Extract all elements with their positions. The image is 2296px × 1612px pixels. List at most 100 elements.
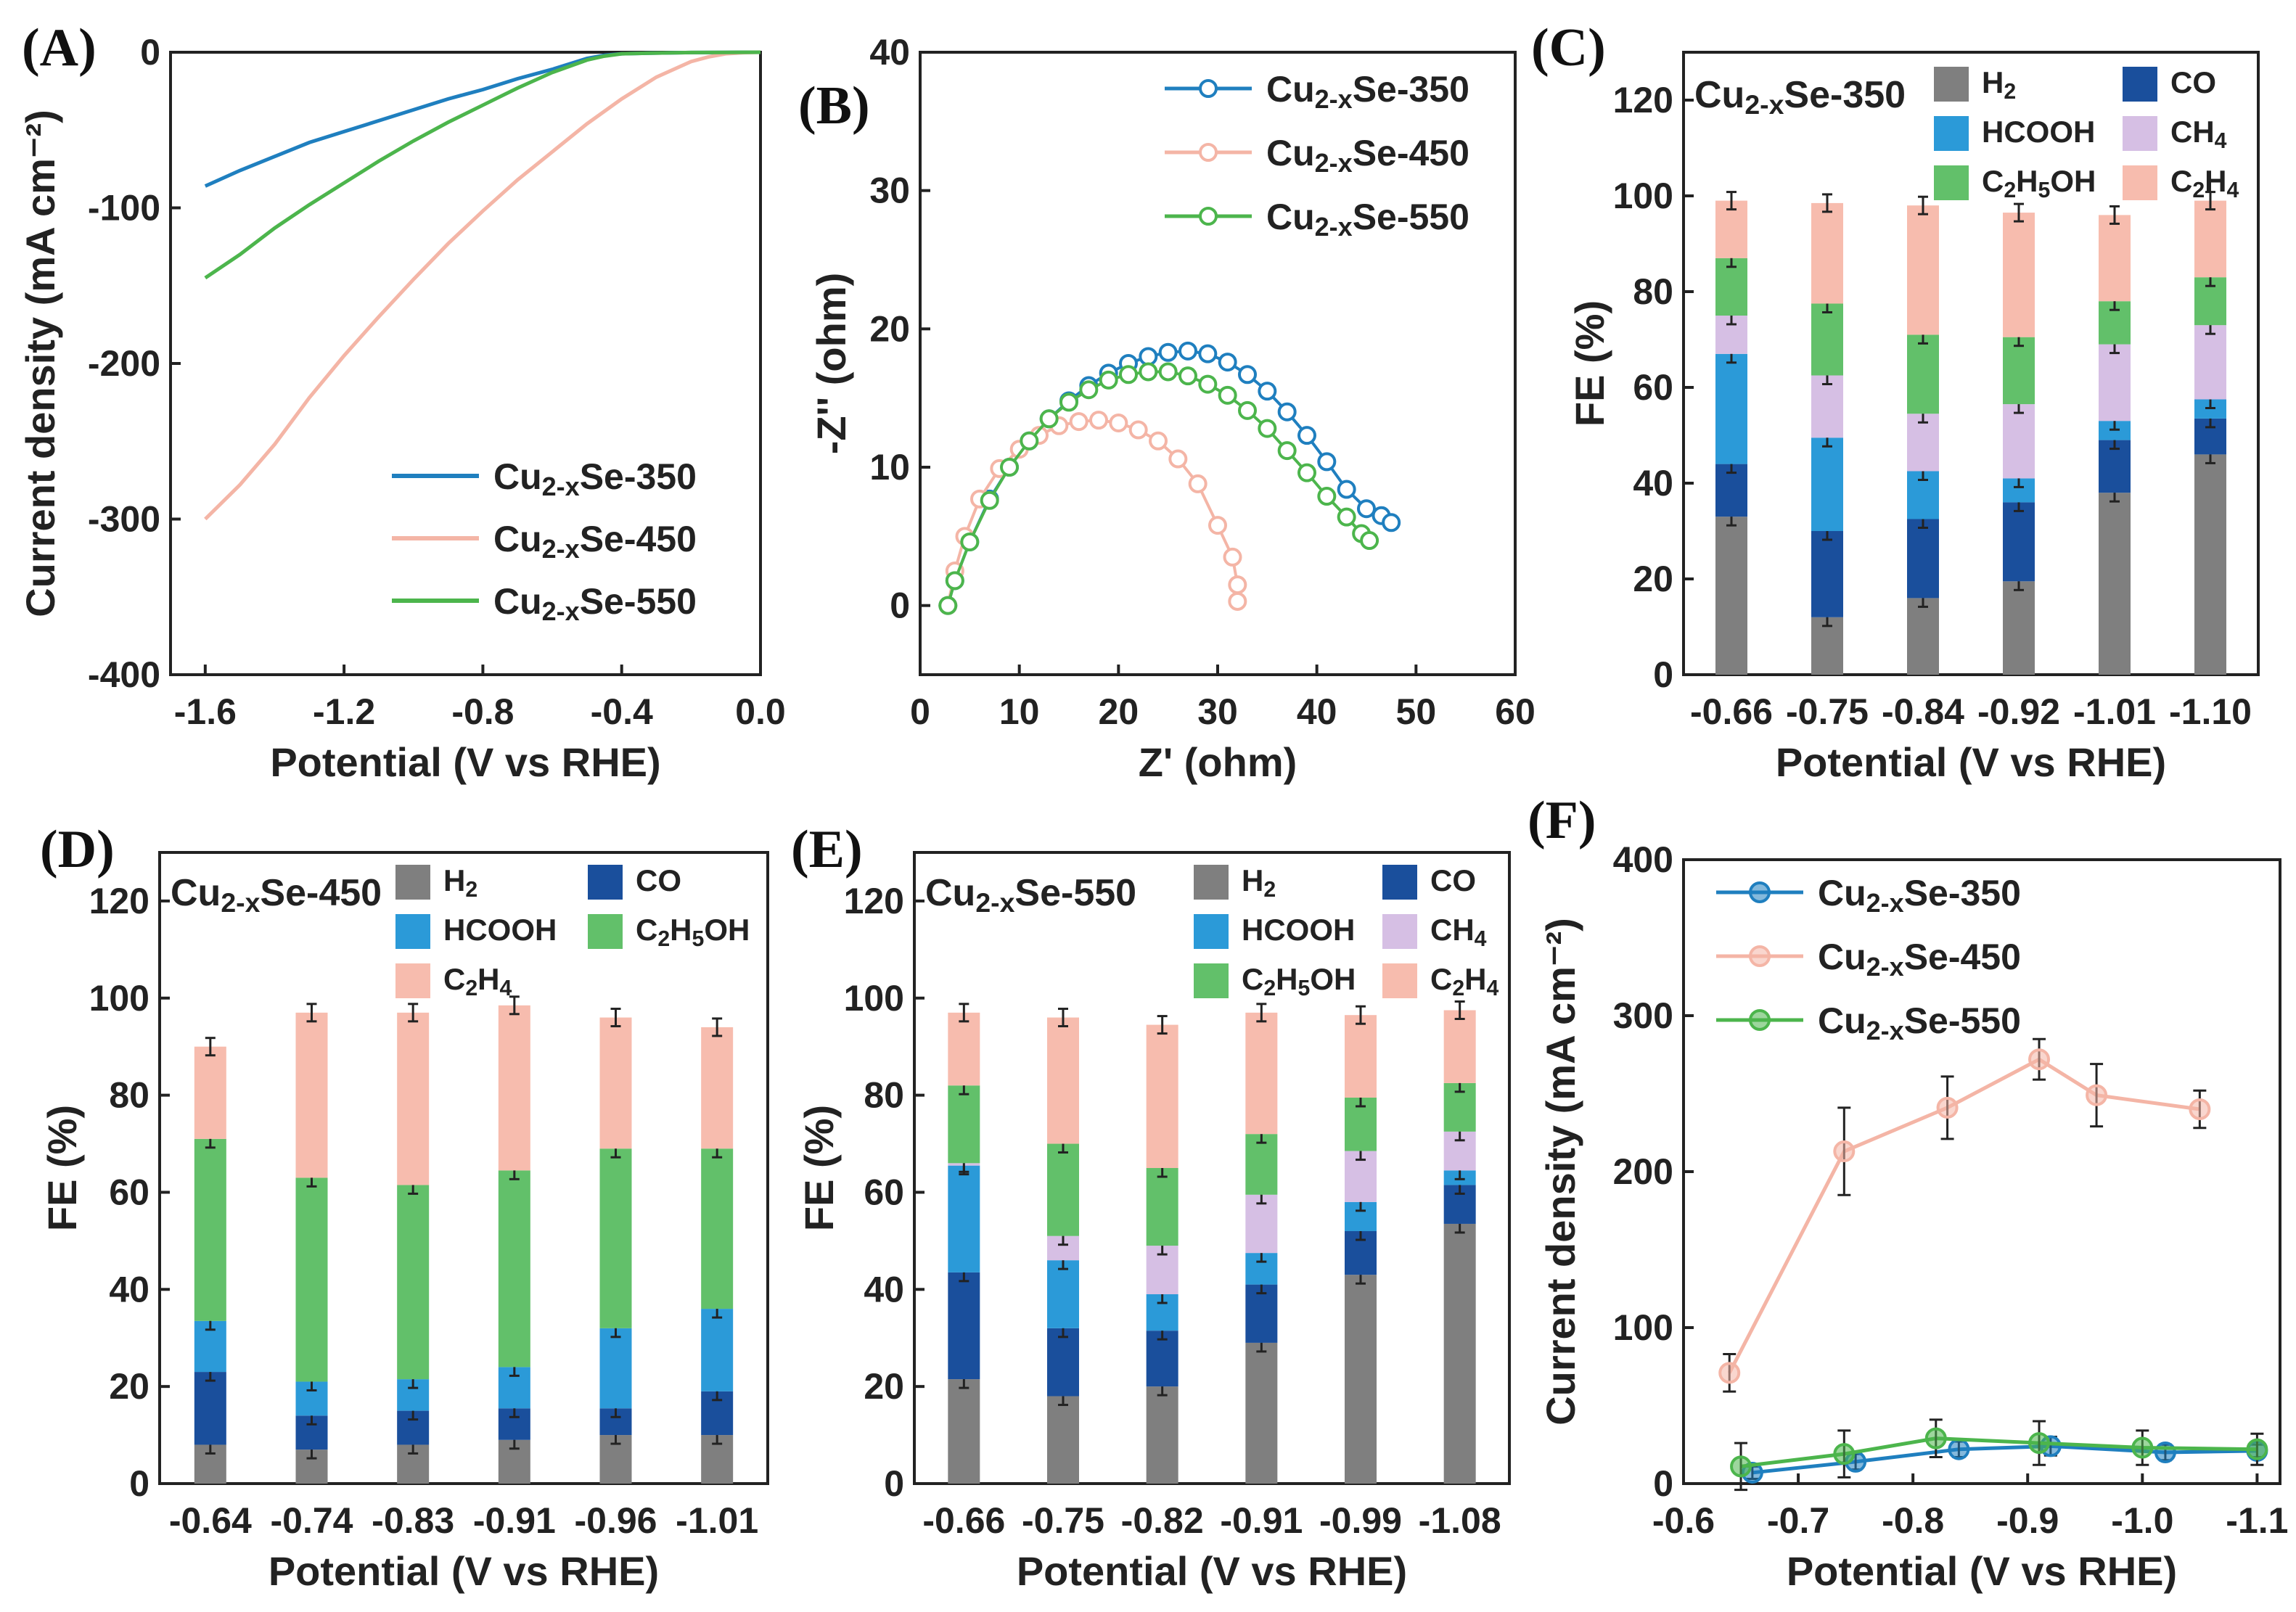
data-point-s550 (1198, 374, 1218, 394)
y-tick-label: 0 (140, 32, 160, 73)
data-point-s550 (1099, 370, 1118, 390)
y-tick-label: 100 (89, 978, 149, 1019)
label-part: 2 (1263, 878, 1276, 902)
legend-label-CO: CO (1430, 863, 1476, 897)
legend-swatch-CO (2123, 67, 2157, 102)
label-part: C (636, 913, 657, 947)
legend-swatch-C2H4 (2123, 165, 2157, 200)
x-tick-label: -0.64 (169, 1500, 252, 1541)
legend-swatch-HCOOH (1194, 914, 1229, 949)
legend-swatch-HCOOH (395, 914, 430, 949)
bar-segment-C2H4 (1811, 202, 1843, 304)
bar-segment-C2H4 (1146, 1024, 1178, 1168)
legend-label-HCOOH: HCOOH (1982, 115, 2095, 149)
label-part: 2 (2004, 80, 2016, 104)
bar-segment-CH4 (2003, 404, 2035, 479)
plot-frame-4 (913, 851, 1511, 1485)
legend-label-CO: CO (2170, 65, 2216, 99)
data-point-s550 (1020, 431, 1039, 451)
legend-label-C2H5OH: C2H5OH (1982, 164, 2096, 202)
legend-label-C2H4: C2H4 (443, 962, 512, 1000)
x-tick-label: -0.9 (1996, 1500, 2059, 1541)
series-line-s350 (1752, 1444, 2258, 1475)
legend-label-CH4: CH4 (1430, 913, 1487, 951)
bar-segment-C2H5OH (948, 1085, 980, 1164)
label-part: Se-550 (1353, 197, 1469, 237)
bar-segment-HCOOH (1811, 437, 1843, 531)
label-part: 2 (465, 976, 477, 1000)
bar-segment-H2 (1715, 517, 1747, 675)
bar-segment-H2 (2099, 493, 2131, 675)
data-point-s450 (1718, 1362, 1741, 1384)
label-part: 2-x (542, 534, 580, 564)
y-tick-label: 20 (864, 1366, 904, 1407)
x-tick-label: -0.91 (1220, 1500, 1303, 1541)
data-point-s450 (1089, 411, 1108, 430)
bar-segment-H2 (2003, 581, 2035, 675)
data-point-s450 (1168, 449, 1188, 469)
bar-segment-C2H5OH (397, 1185, 430, 1380)
label-part: H (1242, 863, 1263, 897)
bar-segment-C2H5OH (1146, 1168, 1178, 1246)
x-tick-label: -0.84 (1882, 691, 1964, 732)
x-axis-label: Potential (V vs RHE) (1787, 1548, 2177, 1594)
legend-label-s350: Cu2-xSe-350 (493, 456, 697, 501)
legend-label-HCOOH: HCOOH (1242, 913, 1355, 947)
label-part: Cu (493, 581, 542, 622)
label-part: 4 (500, 976, 512, 1000)
legend-swatch-HCOOH (1934, 116, 1969, 151)
bar-segment-HCOOH (701, 1309, 734, 1391)
series-line-s450 (946, 419, 1239, 606)
data-point-s350 (1198, 344, 1218, 363)
y-tick-label: -200 (88, 343, 160, 384)
data-point-s450 (1833, 1140, 1856, 1163)
data-point-s350 (1238, 365, 1257, 385)
legend-marker-s350 (1199, 79, 1218, 98)
data-point-s550 (1317, 487, 1337, 506)
label-part: Se-350 (580, 456, 697, 497)
label-part: 2 (657, 927, 670, 951)
x-tick-label: -0.99 (1319, 1500, 1402, 1541)
label-part: 2-x (1744, 89, 1784, 120)
label-part: 2 (465, 878, 477, 902)
legend-label-H2: H2 (443, 863, 477, 902)
label-part: H (2205, 164, 2226, 198)
series-line-s450 (204, 50, 761, 521)
data-point-s550 (1119, 365, 1138, 385)
y-tick-label: -400 (88, 654, 160, 695)
y-axis-label: FE (%) (796, 1105, 842, 1231)
y-tick-label: 40 (869, 32, 910, 73)
panel-label: (F) (1528, 791, 1596, 850)
label-part: 2-x (1866, 888, 1904, 918)
x-tick-label: -0.83 (372, 1500, 454, 1541)
series-line-s550 (946, 370, 1371, 606)
bar-segment-C2H5OH (701, 1148, 734, 1309)
label-part: 4 (1487, 976, 1499, 1000)
label-part: 4 (2215, 129, 2227, 153)
data-point-s550 (938, 596, 958, 615)
bar-segment-H2 (2194, 454, 2226, 675)
data-point-s450 (2189, 1098, 2211, 1120)
x-tick-label: 0 (910, 691, 930, 732)
legend-label-s450: Cu2-xSe-450 (493, 519, 697, 564)
legend-label-HCOOH: HCOOH (443, 913, 557, 947)
data-point-s550 (2028, 1432, 2051, 1455)
label-part: H (477, 962, 499, 996)
bar-segment-CH4 (2099, 344, 2131, 421)
data-point-s550 (1730, 1455, 1752, 1478)
label-part: Cu (493, 519, 542, 559)
data-point-s350 (1297, 426, 1316, 445)
label-part: H (670, 913, 692, 947)
y-tick-label: 80 (864, 1075, 904, 1116)
x-tick-label: -0.8 (1882, 1500, 1944, 1541)
label-part: HCOOH (1242, 913, 1355, 947)
bar-segment-H2 (1047, 1396, 1079, 1484)
bar-segment-H2 (1245, 1342, 1278, 1484)
bar-segment-C2H4 (295, 1012, 328, 1178)
x-axis-label: Potential (V vs RHE) (268, 1548, 659, 1594)
y-axis-label: Current density (mA cm⁻²) (17, 110, 63, 617)
y-axis-label: FE (%) (1567, 300, 1612, 427)
legend-label-H2: H2 (1982, 65, 2016, 104)
bar-segment-C2H4 (1345, 1015, 1377, 1098)
bar-segment-CO (1907, 519, 1939, 599)
